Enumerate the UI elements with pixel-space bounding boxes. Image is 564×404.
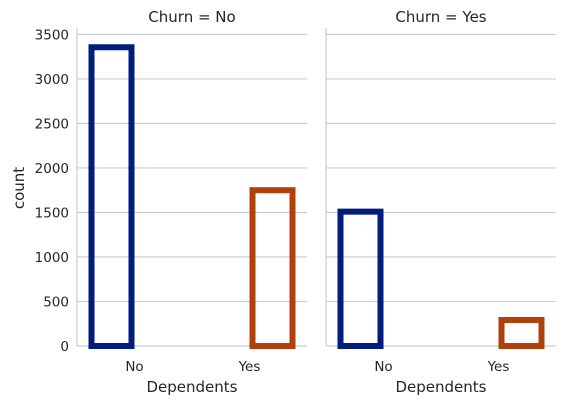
x-tick-label: Yes	[487, 359, 510, 375]
y-tick-label: 2000	[35, 161, 69, 177]
panel-title: Churn = Yes	[395, 8, 486, 26]
x-axis-title: Dependents	[396, 378, 487, 396]
bar-no	[337, 208, 384, 349]
y-tick-label: 2500	[35, 116, 69, 132]
bar-yes	[249, 187, 296, 349]
y-tick-label: 0	[60, 339, 69, 355]
x-tick-label: No	[374, 359, 392, 375]
x-axis-title: Dependents	[147, 378, 238, 396]
bar-yes	[498, 316, 545, 350]
panel-title: Churn = No	[148, 8, 235, 26]
x-tick-label: No	[125, 359, 143, 375]
y-tick-label: 1000	[35, 250, 69, 266]
y-axis-title: count	[10, 167, 28, 209]
y-tick-label: 3500	[35, 27, 69, 43]
panel-1: 0 500 1000 1500 2000 2500 3000 3500 No YesDepende…	[35, 8, 307, 396]
y-tick-label: 1500	[35, 205, 69, 221]
y-tick-label: 3000	[35, 72, 69, 88]
bar-no	[88, 44, 135, 350]
y-tick-label: 500	[43, 294, 69, 310]
x-tick-label: Yes	[238, 359, 261, 375]
